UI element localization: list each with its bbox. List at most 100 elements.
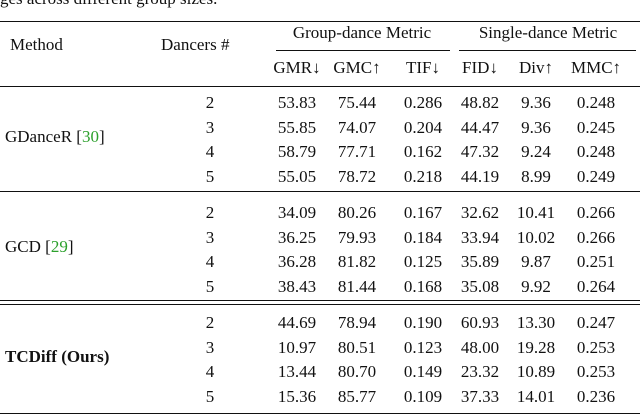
metric-cell: 37.33: [460, 387, 500, 407]
method-text: GCD [: [5, 237, 51, 256]
metric-cell: 74.07: [337, 117, 377, 137]
metric-header: TIF↓: [406, 58, 440, 77]
group-underline: [276, 50, 450, 51]
method-name: TCDiff (Ours): [5, 347, 109, 367]
metric-cell: 0.190: [403, 313, 443, 332]
method-text: ]: [98, 127, 105, 146]
metric-cell: 55.85: [277, 117, 317, 137]
metric-cell: 0.125: [403, 252, 443, 272]
dancers-cell: 2: [205, 203, 215, 222]
metric-cell: 35.08: [460, 277, 500, 297]
metric-cell: 55.05: [277, 167, 317, 187]
metric-cell: 0.266: [576, 227, 616, 247]
metric-cell: 0.184: [403, 227, 443, 247]
metric-cell: 36.25: [277, 227, 317, 247]
metric-cell: 0.247: [576, 313, 616, 332]
method-text: GDanceR [: [5, 127, 82, 146]
metric-cell: 15.36: [277, 387, 317, 407]
metric-cell: 9.87: [521, 252, 551, 272]
metric-cell: 0.149: [403, 362, 443, 382]
metric-cell: 0.248: [576, 93, 616, 112]
metric-cell: 78.94: [337, 313, 377, 332]
header-rule: [0, 86, 640, 87]
metric-cell: 36.28: [277, 252, 317, 272]
dancers-cell: 4: [205, 252, 215, 272]
metric-cell: 10.41: [516, 203, 556, 222]
metric-cell: 81.82: [337, 252, 377, 272]
caption: ges across different group sizes.: [0, 0, 217, 9]
method-text: ]: [67, 237, 74, 256]
metric-cell: 0.264: [576, 277, 616, 297]
citation[interactable]: 29: [50, 237, 68, 256]
group-metric-header: Group-dance Metric: [292, 23, 432, 42]
metric-cell: 0.286: [403, 93, 443, 112]
dancers-cell: 5: [205, 167, 215, 187]
metric-cell: 10.97: [277, 337, 317, 357]
metric-cell: 48.82: [460, 93, 500, 112]
metric-cell: 80.70: [337, 362, 377, 382]
metric-cell: 0.218: [403, 167, 443, 187]
metric-cell: 85.77: [337, 387, 377, 407]
metric-cell: 0.109: [403, 387, 443, 407]
metric-cell: 19.28: [516, 337, 556, 357]
metric-header: Div↑: [519, 58, 553, 77]
metric-cell: 0.204: [403, 117, 443, 137]
single-metric-header: Single-dance Metric: [478, 23, 618, 42]
metric-cell: 8.99: [521, 167, 551, 187]
metric-cell: 0.168: [403, 277, 443, 297]
metric-cell: 0.251: [576, 252, 616, 272]
metric-cell: 0.248: [576, 142, 616, 162]
metric-cell: 47.32: [460, 142, 500, 162]
dancers-cell: 4: [205, 142, 215, 162]
metric-cell: 44.69: [277, 313, 317, 332]
metric-cell: 0.253: [576, 337, 616, 357]
dancers-cell: 5: [205, 387, 215, 407]
metric-cell: 0.123: [403, 337, 443, 357]
metric-cell: 0.162: [403, 142, 443, 162]
dancers-cell: 4: [205, 362, 215, 382]
metric-cell: 77.71: [337, 142, 377, 162]
metric-header: FID↓: [462, 58, 498, 77]
metric-cell: 0.236: [576, 387, 616, 407]
metric-cell: 32.62: [460, 203, 500, 222]
metric-cell: 58.79: [277, 142, 317, 162]
dancers-cell: 2: [205, 313, 215, 332]
metric-cell: 35.89: [460, 252, 500, 272]
metric-cell: 0.266: [576, 203, 616, 222]
group-rule: [0, 304, 640, 305]
metric-cell: 80.51: [337, 337, 377, 357]
metric-cell: 13.30: [516, 313, 556, 332]
metric-cell: 10.02: [516, 227, 556, 247]
metric-cell: 79.93: [337, 227, 377, 247]
metric-cell: 10.89: [516, 362, 556, 382]
metric-cell: 14.01: [516, 387, 556, 407]
metric-cell: 9.24: [521, 142, 551, 162]
dancers-cell: 3: [205, 117, 215, 137]
method-name: GCD [29]: [5, 237, 73, 257]
metric-cell: 9.36: [521, 117, 551, 137]
dancers-cell: 3: [205, 337, 215, 357]
metric-cell: 53.83: [277, 93, 317, 112]
metric-header: GMR↓: [273, 58, 321, 77]
metric-header: MMC↑: [570, 58, 622, 77]
metric-cell: 80.26: [337, 203, 377, 222]
metric-cell: 0.245: [576, 117, 616, 137]
metric-cell: 81.44: [337, 277, 377, 297]
metric-cell: 38.43: [277, 277, 317, 297]
metric-cell: 9.36: [521, 93, 551, 112]
method-text: TCDiff (Ours): [5, 347, 110, 366]
method-header: Method: [10, 35, 63, 54]
metric-cell: 23.32: [460, 362, 500, 382]
metric-cell: 13.44: [277, 362, 317, 382]
metric-cell: 44.19: [460, 167, 500, 187]
metric-cell: 33.94: [460, 227, 500, 247]
dancers-cell: 3: [205, 227, 215, 247]
method-name: GDanceR [30]: [5, 127, 105, 147]
metric-cell: 48.00: [460, 337, 500, 357]
metric-header: GMC↑: [333, 58, 381, 77]
metric-cell: 0.167: [403, 203, 443, 222]
metric-cell: 60.93: [460, 313, 500, 332]
bottom-rule: [0, 413, 640, 415]
citation[interactable]: 30: [81, 127, 99, 146]
